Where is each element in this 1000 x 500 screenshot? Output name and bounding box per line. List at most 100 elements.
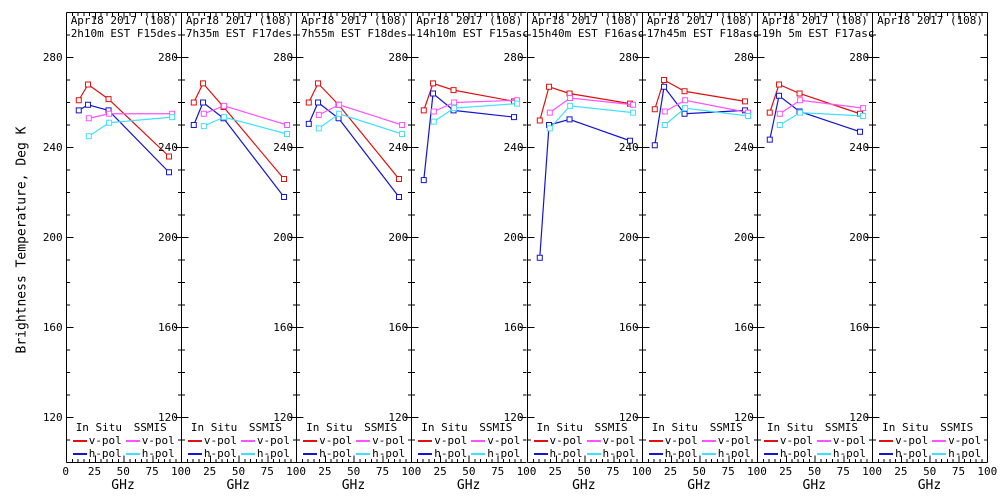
legend-label-v-pol: v-pol [549, 434, 583, 447]
data-point-marker [200, 110, 207, 117]
x-axis-unit-label: GHz [802, 478, 826, 493]
y-tick-label: 240 [849, 141, 870, 154]
legend-label-h-pol: h-pol [664, 447, 698, 460]
x-tick-label: 50 [231, 465, 246, 478]
series-in-situ-v-pol [190, 80, 287, 182]
series-ssmis-h-pol [661, 105, 751, 128]
legend-swatch-in-situ-v-pol [72, 440, 87, 442]
series-ssmis-v-pol [200, 102, 290, 128]
series-ssmis-v-pol [315, 101, 406, 128]
y-tick-label: 160 [849, 321, 870, 334]
x-tick-label: 75 [145, 465, 159, 478]
panel-plot [65, 12, 182, 463]
x-tick-label: 25 [894, 465, 908, 478]
series-ssmis-h-pol [776, 109, 866, 128]
series-in-situ-v-pol [651, 77, 748, 113]
data-point-marker [629, 109, 636, 116]
x-axis-unit-label: GHz [687, 478, 711, 493]
y-tick-label: 200 [388, 231, 409, 244]
legend-header-ssmis: SSMIS [248, 421, 283, 434]
data-point-marker [775, 81, 782, 88]
y-tick-label: 120 [388, 411, 409, 424]
legend-swatch-in-situ-v-pol [648, 440, 663, 442]
legend-label-v-pol: v-pol [434, 434, 468, 447]
series-ssmis-v-pol [431, 97, 521, 115]
legend-label-h-pol: h-pol [434, 447, 468, 460]
legend-label-h-pol: h-pol [203, 447, 238, 460]
data-point-marker [546, 109, 553, 116]
x-tick-label: 0 [62, 465, 69, 478]
y-tick-label: 120 [42, 411, 63, 424]
legend-header-in-situ: In Situ [536, 421, 583, 434]
legend-label-ssmis-h-pol: h-pol [141, 447, 175, 460]
y-tick-label: 200 [503, 231, 524, 244]
x-axis-unit-label: GHz [456, 478, 481, 493]
x-tick-label: 75 [491, 465, 505, 478]
series-ssmis-h-pol [546, 102, 636, 132]
data-point-marker [315, 99, 322, 106]
panel-title-pass: 17h45m EST F18asc [646, 27, 760, 40]
data-point-marker [430, 90, 437, 97]
legend-header-ssmis: SSMIS [709, 421, 743, 434]
y-tick-label: 280 [388, 51, 409, 64]
y-tick-label: 120 [849, 411, 870, 424]
panel-title-date: Apr18 2017 (108) [531, 14, 638, 27]
data-point-marker [796, 90, 803, 97]
x-axis-unit-label: GHz [917, 478, 942, 493]
panel-title-pass: 7h55m EST F18des [301, 27, 408, 40]
legend-swatch-ssmis-h-pol [356, 453, 371, 455]
legend-header-ssmis: SSMIS [940, 421, 974, 434]
legend-swatch-in-situ-h-pol [418, 453, 433, 455]
legend-label-v-pol: v-pol [319, 434, 353, 447]
legend-swatch-ssmis-v-pol [816, 440, 831, 442]
x-tick-label: 50 [577, 465, 591, 478]
legend-swatch-in-situ-v-pol [187, 440, 202, 442]
data-point-marker [315, 111, 322, 118]
legend-swatch-in-situ-h-pol [187, 453, 202, 455]
y-tick-label: 280 [273, 51, 294, 64]
x-axis-unit-label: GHz [226, 478, 250, 493]
x-tick-label: 50 [116, 465, 130, 478]
x-tick-label: 25 [203, 465, 217, 478]
y-tick-label: 280 [42, 51, 63, 64]
legend-label-v-pol: v-pol [88, 434, 122, 447]
data-point-marker [856, 128, 863, 135]
data-point-marker [536, 117, 543, 124]
series-ssmis-h-pol [431, 100, 521, 125]
data-point-marker [797, 97, 804, 104]
legend-swatch-ssmis-v-pol [356, 440, 371, 442]
data-point-marker [661, 122, 668, 128]
data-point-marker [283, 131, 290, 137]
data-point-marker [766, 109, 773, 116]
legend-swatch-ssmis-v-pol [240, 440, 255, 442]
x-tick-label: 100 [516, 465, 537, 478]
data-point-marker [421, 177, 428, 184]
data-point-marker [514, 100, 521, 107]
data-point-marker [797, 109, 804, 116]
y-tick-label: 280 [849, 51, 870, 64]
legend-label-ssmis-h-pol: h-pol [948, 447, 982, 460]
data-point-marker [336, 101, 343, 108]
y-tick-label: 160 [273, 321, 294, 334]
series-ssmis-v-pol [546, 95, 636, 116]
data-point-marker [651, 142, 658, 149]
x-tick-label: 100 [631, 465, 652, 478]
data-point-marker [681, 97, 688, 104]
panel-title-date: Apr18 2017 (108) [416, 14, 523, 27]
data-point-marker [776, 122, 783, 128]
legend-swatch-in-situ-h-pol [763, 453, 778, 455]
data-point-marker [221, 114, 228, 121]
x-axis-unit-label: GHz [572, 478, 596, 493]
legend-swatch-in-situ-v-pol [763, 440, 778, 442]
x-axis-unit-label: GHz [341, 478, 366, 493]
data-point-marker [660, 83, 667, 90]
data-point-marker [75, 107, 82, 114]
data-point-marker [199, 80, 206, 87]
y-tick-label: 200 [618, 231, 639, 244]
series-in-situ-h-pol [766, 92, 863, 143]
y-tick-label: 200 [42, 231, 63, 244]
series-in-situ-v-pol [75, 81, 172, 160]
data-point-marker [399, 122, 406, 128]
panel-plot [872, 12, 989, 463]
y-tick-label: 200 [734, 231, 754, 244]
